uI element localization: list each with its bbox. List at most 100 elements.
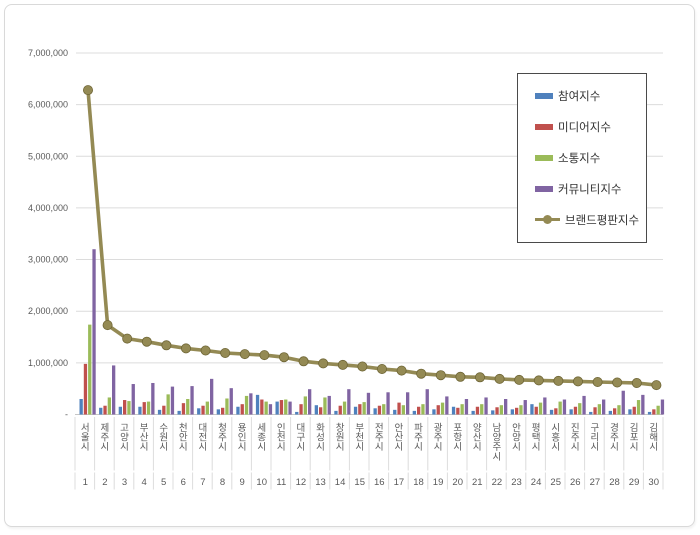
bar (425, 389, 429, 415)
bar (471, 410, 475, 415)
bar (440, 402, 445, 415)
y-axis-tick-label: 6,000,000 (28, 100, 68, 110)
x-axis-rank-label: 8 (220, 477, 225, 488)
bar (323, 397, 327, 415)
x-axis-rank-label: 18 (413, 477, 424, 488)
line-marker (494, 373, 505, 384)
legend-label-community-index: 커뮤니티지수 (558, 183, 622, 196)
line-marker (592, 376, 603, 387)
bar (190, 386, 194, 415)
line-marker (161, 340, 172, 351)
bar (338, 405, 342, 415)
line-marker (514, 374, 525, 385)
bar (181, 403, 186, 415)
bar (549, 409, 554, 415)
bar (495, 407, 499, 415)
bar (334, 410, 338, 415)
y-axis-tick-label: 7,000,000 (28, 48, 68, 58)
line-marker (416, 368, 427, 379)
legend-label-brand-reputation-index: 브랜드평판지수 (565, 214, 640, 227)
bar (303, 396, 307, 415)
x-axis-rank-label: 16 (374, 477, 385, 488)
bar (628, 409, 632, 415)
y-axis-tick-label: 5,000,000 (28, 151, 68, 161)
bar (353, 406, 358, 415)
legend-item-media-index: 미디어지수 (535, 119, 642, 135)
line-marker (455, 371, 466, 382)
bar (236, 406, 240, 415)
bar (480, 404, 484, 415)
line-marker (357, 361, 368, 372)
bars-커뮤니티지수 (92, 249, 665, 415)
bar (308, 389, 312, 415)
x-axis-rank-label: 4 (141, 477, 146, 488)
x-axis-rank-label: 23 (511, 477, 522, 488)
line-marker (220, 347, 231, 358)
x-axis-rank-label: 10 (256, 477, 267, 488)
bar (530, 404, 534, 415)
line-marker (573, 376, 584, 387)
bar (88, 324, 92, 415)
y-axis-tick-label: 3,000,000 (28, 255, 68, 265)
bar (484, 397, 488, 415)
bar (327, 395, 331, 415)
bar (578, 403, 582, 415)
bar (460, 404, 464, 415)
bar (260, 399, 264, 415)
bar (264, 401, 268, 415)
bar (240, 404, 244, 415)
bar (632, 406, 636, 415)
bar (225, 398, 229, 415)
bar (456, 407, 460, 415)
bar (491, 410, 495, 415)
bar (401, 405, 405, 415)
bar (366, 392, 371, 415)
bar (377, 405, 382, 415)
bar (397, 402, 401, 415)
x-axis-rank-label: 22 (492, 477, 503, 488)
bar (436, 405, 440, 415)
line-marker (435, 370, 446, 381)
bar (205, 401, 209, 415)
x-axis-rank-label: 17 (394, 477, 405, 488)
y-axis-labels: 7,000,000 6,000,000 5,000,000 4,000,000 3,00… (28, 48, 68, 420)
legend-swatch-community-index (535, 185, 553, 192)
x-axis-rank-label: 7 (200, 477, 205, 488)
legend-label-communication-index: 소통지수 (558, 152, 601, 165)
legend-marker-icon (543, 215, 552, 225)
line-marker (122, 333, 133, 344)
bar (412, 410, 416, 415)
legend-swatch-brand-reputation-index (535, 215, 560, 225)
x-axis-rank-label: 21 (472, 477, 483, 488)
bar (608, 410, 612, 415)
legend: 참여지수 미디어지수 소통지수 커뮤니티지수 브랜드평판지수 (517, 73, 647, 243)
legend-label-participation-index: 참여지수 (558, 91, 601, 104)
bar (342, 401, 347, 415)
legend-swatch-communication-index (535, 154, 553, 161)
bar (157, 409, 162, 415)
bar (284, 399, 288, 415)
x-axis-rank-label: 3 (122, 477, 127, 488)
x-axis-rank-label: 13 (315, 477, 326, 488)
bar (201, 405, 205, 415)
line-marker (318, 358, 329, 369)
bar (554, 408, 558, 415)
x-axis-rank-label: 11 (276, 477, 286, 488)
x-axis-rank-label: 5 (161, 477, 166, 488)
